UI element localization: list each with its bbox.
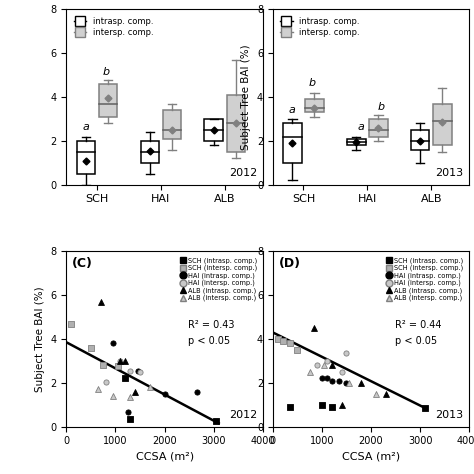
Point: [337, 368, 345, 375]
Point: [357, 379, 365, 387]
Point: [286, 403, 294, 410]
Point: [114, 363, 122, 370]
Point: [117, 357, 124, 365]
Text: p < 0.05: p < 0.05: [394, 336, 437, 346]
Point: [67, 320, 75, 328]
X-axis label: CCSA (m²): CCSA (m²): [136, 452, 194, 462]
Point: [343, 379, 350, 387]
Point: [109, 339, 117, 347]
Point: [193, 388, 201, 395]
Point: [274, 335, 282, 343]
Point: [286, 339, 294, 347]
Legend: SCH (intrasp. comp.), SCH (intersp. comp.), HAI (intrasp. comp.), HAI (intersp. : SCH (intrasp. comp.), SCH (intersp. comp…: [384, 255, 466, 304]
Legend: intrasp. comp., intersp. comp.: intrasp. comp., intersp. comp.: [277, 14, 364, 40]
FancyBboxPatch shape: [305, 99, 324, 112]
Point: [117, 357, 124, 365]
FancyBboxPatch shape: [204, 119, 223, 141]
Point: [87, 344, 95, 352]
FancyBboxPatch shape: [369, 119, 388, 137]
FancyBboxPatch shape: [411, 130, 429, 150]
Legend: intrasp. comp., intersp. comp.: intrasp. comp., intersp. comp.: [71, 14, 157, 40]
FancyBboxPatch shape: [77, 141, 95, 174]
Point: [279, 337, 286, 345]
Text: R² = 0.44: R² = 0.44: [394, 320, 441, 330]
Point: [293, 346, 301, 354]
Point: [328, 362, 336, 369]
Point: [310, 324, 318, 332]
Text: (D): (D): [279, 256, 301, 270]
Point: [127, 415, 134, 423]
Point: [328, 377, 336, 384]
FancyBboxPatch shape: [433, 104, 452, 146]
Text: 2013: 2013: [435, 410, 464, 419]
Point: [136, 368, 144, 375]
Point: [313, 362, 321, 369]
Text: p < 0.05: p < 0.05: [188, 336, 230, 346]
Point: [97, 298, 105, 306]
Point: [124, 409, 132, 416]
Point: [146, 383, 154, 391]
Point: [318, 401, 326, 409]
Point: [127, 367, 134, 374]
FancyBboxPatch shape: [163, 110, 182, 139]
Point: [323, 374, 330, 382]
Point: [318, 374, 326, 382]
FancyBboxPatch shape: [283, 123, 302, 163]
FancyBboxPatch shape: [227, 95, 245, 152]
Point: [161, 390, 168, 398]
Y-axis label: Subject Tree BAI (%): Subject Tree BAI (%): [35, 286, 45, 392]
Point: [212, 417, 220, 425]
Point: [131, 388, 139, 395]
Text: b: b: [377, 102, 384, 112]
Text: (A): (A): [72, 15, 94, 28]
Point: [134, 367, 141, 374]
Point: [306, 368, 313, 375]
Text: b: b: [309, 78, 316, 88]
Text: 2012: 2012: [229, 168, 257, 178]
Point: [345, 379, 353, 387]
Point: [382, 390, 390, 398]
Text: 2012: 2012: [229, 410, 257, 419]
X-axis label: CCSA (m²): CCSA (m²): [342, 452, 400, 462]
Point: [421, 404, 429, 412]
Point: [337, 401, 345, 409]
FancyBboxPatch shape: [141, 141, 159, 163]
Point: [343, 349, 350, 357]
Point: [102, 378, 109, 385]
Point: [121, 374, 129, 382]
Point: [121, 357, 129, 365]
Text: b: b: [102, 67, 109, 77]
Point: [335, 377, 343, 384]
Text: a: a: [82, 122, 90, 132]
FancyBboxPatch shape: [99, 84, 118, 117]
Text: (B): (B): [279, 15, 300, 28]
Point: [372, 390, 380, 398]
Text: (C): (C): [72, 256, 93, 270]
Text: 2013: 2013: [435, 168, 464, 178]
Point: [100, 362, 107, 369]
Point: [94, 385, 102, 393]
Text: R² = 0.43: R² = 0.43: [188, 320, 235, 330]
Point: [328, 403, 336, 410]
Legend: SCH (intrasp. comp.), SCH (intersp. comp.), HAI (intrasp. comp.), HAI (intersp. : SCH (intrasp. comp.), SCH (intersp. comp…: [178, 255, 260, 304]
FancyBboxPatch shape: [347, 139, 365, 146]
Y-axis label: Subject Tree BAI (%): Subject Tree BAI (%): [241, 44, 251, 150]
Point: [320, 362, 328, 369]
Point: [127, 393, 134, 401]
Text: a: a: [358, 122, 365, 132]
Point: [323, 357, 330, 365]
Text: a: a: [289, 105, 296, 115]
Point: [109, 392, 117, 400]
